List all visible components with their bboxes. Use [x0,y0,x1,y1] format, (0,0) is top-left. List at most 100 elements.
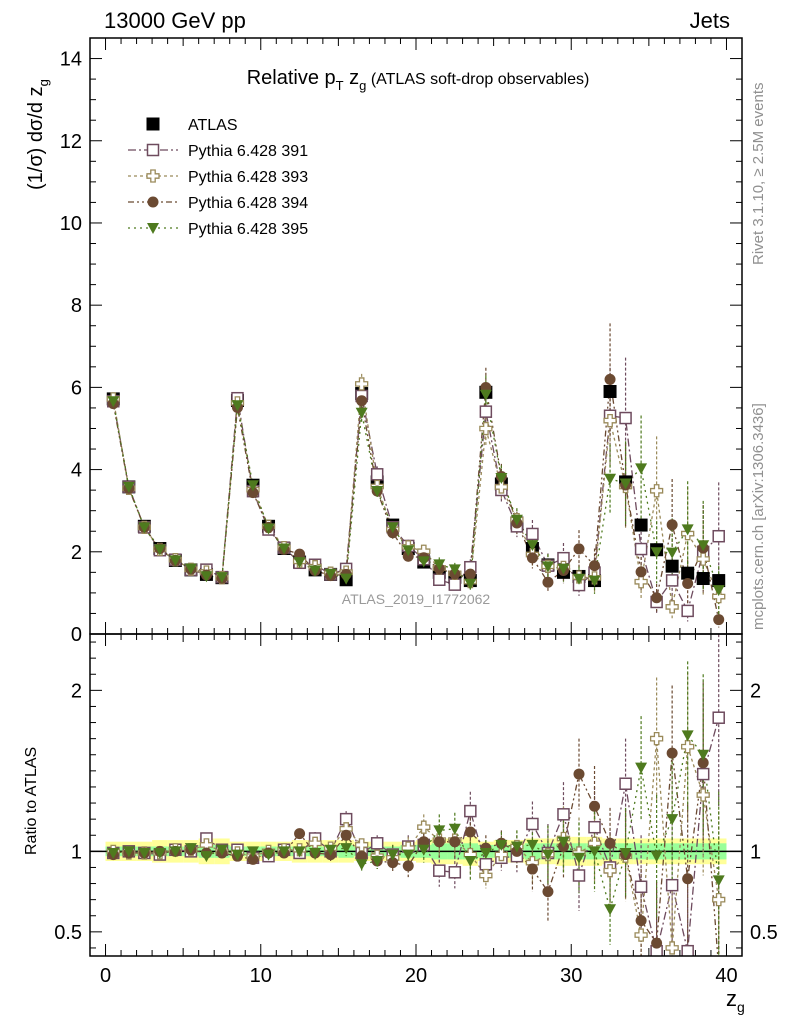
legend-label: Pythia 6.428 394 [188,195,308,212]
point-top [649,484,664,498]
y-tick-label-bottom-right: 1 [750,841,761,863]
bottom-panel-frame [89,633,743,957]
y-tick-label-top: 2 [71,542,82,564]
point-ratio [356,850,368,862]
point-top [510,514,523,526]
point-top [681,604,694,618]
atlas-point [603,384,617,398]
legend-marker [146,169,160,183]
point-top [557,563,570,575]
point-ratio [448,823,461,835]
point-ratio [681,740,695,754]
point-top [215,572,228,584]
point-top [634,575,648,589]
point-top [479,421,493,436]
y-tick-label-top: 12 [60,131,82,153]
x-tick-label: 30 [560,965,582,987]
point-ratio [355,838,369,852]
point-top [712,589,726,604]
point-ratio [231,849,244,861]
atlas-point [665,559,679,573]
y-tick-label-top: 0 [71,624,82,646]
point-ratio [526,839,539,851]
y-tick-label-bottom-right: 0.5 [750,922,778,944]
point-ratio [370,837,384,850]
point-ratio [200,851,213,863]
point-ratio [634,880,648,894]
legend-label: Pythia 6.428 393 [188,169,308,186]
point-ratio [433,864,446,877]
point-ratio [479,847,492,859]
title-mid: z [344,67,360,89]
point-ratio [696,788,710,802]
point-ratio [169,846,182,858]
x-tick-label: 0 [100,965,111,987]
point-top [464,568,476,580]
point-top [122,481,135,493]
point-ratio [402,860,414,872]
point-ratio [666,814,679,826]
point-ratio [572,869,586,882]
point-ratio [526,817,539,831]
point-top [495,472,508,484]
y-tick-label-top: 10 [60,213,82,235]
point-top [355,377,369,391]
top-panel-lines [112,379,720,620]
point-ratio [278,846,291,858]
point-top [650,547,663,559]
point-top [293,557,306,569]
point-top [712,529,725,543]
point-ratio [604,837,616,849]
legend-marker [146,117,160,131]
point-top [713,614,725,626]
point-ratio [649,732,664,746]
point-ratio [510,841,523,853]
point-top [697,540,710,552]
point-top [153,544,166,556]
point-ratio [247,846,259,858]
point-top [665,600,679,614]
point-ratio [449,836,461,848]
point-top [634,542,648,556]
title-sub-t: T [336,78,344,93]
point-ratio [650,851,663,863]
legend-marker [146,143,160,157]
point-ratio [682,873,694,885]
point-ratio [417,820,431,834]
series-line-top [112,379,720,620]
atlas-point [712,574,726,588]
point-top [464,578,477,590]
legend: ATLAS Pythia 6.428 391 Pythia 6.428 393 Pyt… [128,117,308,238]
point-top [651,592,663,604]
legend-label: Pythia 6.428 395 [188,221,308,238]
point-ratio [603,864,617,878]
point-ratio [588,846,601,858]
point-ratio [712,875,725,887]
point-ratio [340,843,353,855]
point-top [712,585,725,597]
point-ratio [589,800,601,812]
point-top [682,578,694,590]
point-top [603,413,617,428]
point-top [635,566,647,578]
point-top [356,395,368,407]
point-ratio [324,844,337,856]
point-ratio [681,944,694,956]
point-top [169,555,182,567]
y-tick-label-top: 6 [71,377,82,399]
y-tick-label-bottom-left: 2 [71,680,82,702]
point-ratio [634,928,648,942]
point-top [588,575,601,587]
y-tick-label-top: 14 [60,49,82,71]
point-top [448,564,461,576]
point-ratio [340,829,352,841]
point-top [340,573,353,585]
point-ratio [309,847,322,859]
point-top [247,480,259,492]
point-ratio [293,846,306,858]
header-right: Jets [690,8,730,33]
bottom-panel-markers [106,711,726,956]
x-tick-label: 10 [250,965,272,987]
point-top [138,522,151,534]
point-ratio [619,777,632,790]
